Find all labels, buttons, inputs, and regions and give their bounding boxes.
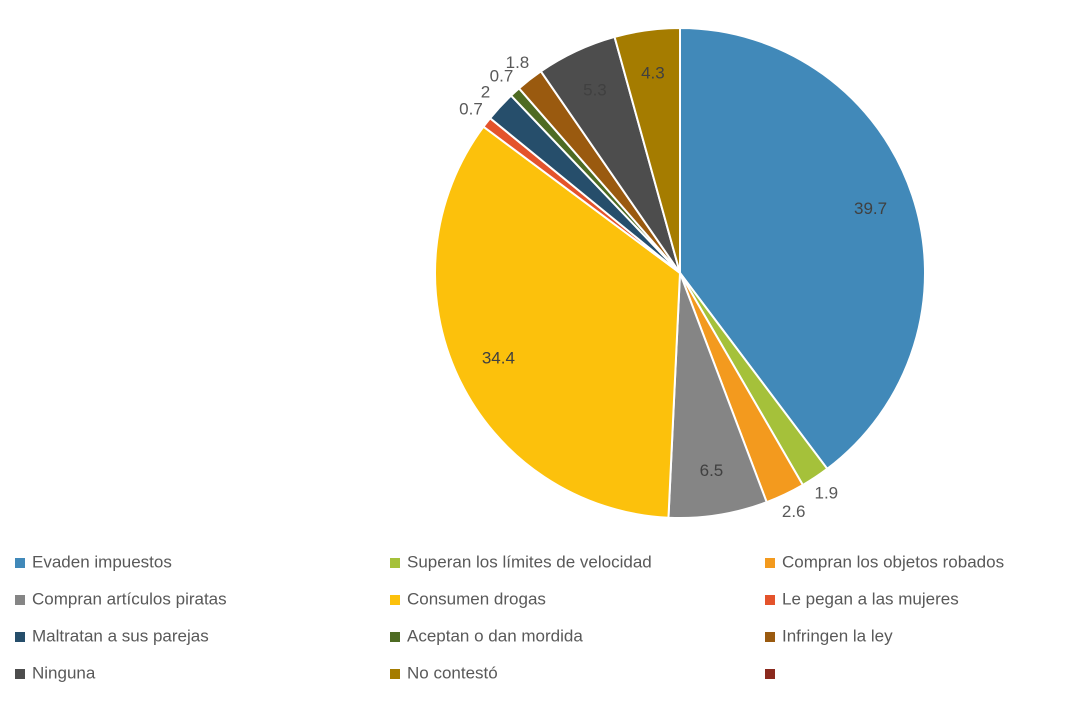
legend-label: Compran los objetos robados (782, 552, 1004, 571)
legend-swatch (390, 669, 400, 679)
data-label: 39.7 (854, 199, 887, 218)
legend-swatch (765, 558, 775, 568)
data-label: 2.6 (782, 502, 806, 521)
pie-slice (679, 26, 926, 471)
legend-swatch (390, 558, 400, 568)
legend-label: Evaden impuestos (32, 552, 172, 571)
legend-swatch (765, 669, 775, 679)
data-label: 5.3 (583, 80, 607, 99)
data-label: 6.5 (700, 461, 724, 480)
legend-swatch (390, 632, 400, 642)
data-label: 0.7 (459, 100, 483, 119)
pie-slice (613, 26, 681, 274)
legend-label: Superan los límites de velocidad (407, 552, 652, 571)
data-label: 4.3 (641, 63, 665, 82)
data-label: 0.7 (490, 67, 514, 86)
data-label: 34.4 (482, 348, 515, 367)
data-label: 2 (481, 82, 490, 101)
legend-swatch (15, 595, 25, 605)
legend-label: Compran artículos piratas (32, 589, 227, 608)
legend-swatch (765, 595, 775, 605)
legend-swatch (15, 558, 25, 568)
legend-label: Infringen la ley (782, 626, 893, 645)
legend-label: Consumen drogas (407, 589, 546, 608)
legend-label: Le pegan a las mujeres (782, 589, 959, 608)
pie-slice (434, 125, 682, 519)
legend-swatch (765, 632, 775, 642)
data-label: 1.8 (506, 53, 530, 72)
legend-swatch (15, 632, 25, 642)
legend-label: Aceptan o dan mordida (407, 626, 583, 645)
data-label: 1.9 (814, 483, 838, 502)
legend-label: Ninguna (32, 663, 96, 682)
legend-swatch (15, 669, 25, 679)
legend-swatch (390, 595, 400, 605)
legend-label: Maltratan a sus parejas (32, 626, 209, 645)
legend-label: No contestó (407, 663, 498, 682)
